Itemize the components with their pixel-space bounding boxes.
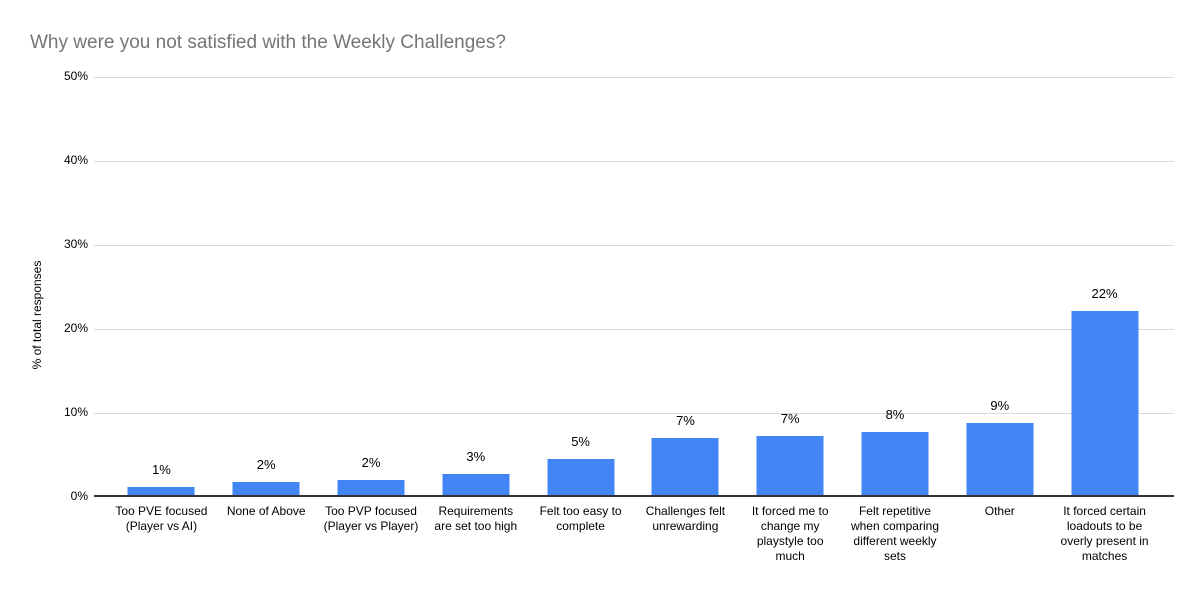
bar-column: 3% <box>423 77 528 495</box>
bar <box>966 422 1034 495</box>
y-tick-label: 40% <box>63 153 88 167</box>
gridline <box>94 413 1174 414</box>
bar-column: 22% <box>1052 77 1157 495</box>
y-axis-title: % of total responses <box>30 260 44 370</box>
bar <box>442 474 510 495</box>
y-tick-label: 30% <box>63 237 88 251</box>
bar <box>337 479 405 495</box>
bar-value-label: 9% <box>990 397 1010 413</box>
gridline <box>94 77 1174 78</box>
bar-value-label: 2% <box>256 456 276 472</box>
y-tick-label: 20% <box>63 321 88 335</box>
x-axis-category-label: Felt too easy to complete <box>539 504 622 533</box>
bar-column: 9% <box>947 77 1052 495</box>
bar-column: 8% <box>843 77 948 495</box>
bars-layer: 1% 2% 2% 3% 5% 7% 7% 8% 9% 22% <box>109 77 1157 495</box>
bar <box>547 458 615 495</box>
plot-area: 1% 2% 2% 3% 5% 7% 7% 8% 9% 22% <box>94 77 1174 497</box>
x-axis-category-label: Too PVP focused (Player vs Player) <box>323 504 419 533</box>
bar-value-label: 22% <box>1091 286 1118 302</box>
x-axis-category-label: Too PVE focused (Player vs AI) <box>115 504 208 533</box>
y-tick-label: 0% <box>70 489 88 503</box>
bar-column: 7% <box>738 77 843 495</box>
x-axis-labels: Too PVE focused (Player vs AI) None of Ab… <box>109 504 1157 564</box>
bar <box>127 487 195 495</box>
y-tick-label: 50% <box>63 69 88 83</box>
bar <box>232 481 300 495</box>
gridline <box>94 161 1174 162</box>
y-tick-label: 10% <box>63 405 88 419</box>
x-axis-line <box>94 495 1174 497</box>
x-axis-category-label: Challenges felt unrewarding <box>645 504 726 533</box>
bar <box>861 432 929 495</box>
bar-column: 2% <box>214 77 319 495</box>
x-axis-category-label: Felt repetitive when comparing different… <box>850 504 939 563</box>
bar-value-label: 8% <box>885 407 905 422</box>
gridline <box>94 245 1174 246</box>
bar-value-label: 2% <box>361 454 381 470</box>
x-axis-category-label: It forced me to change my playstyle too … <box>751 504 829 563</box>
bar <box>756 436 824 495</box>
chart-title: Why were you not satisfied with the Week… <box>30 32 506 53</box>
bar-value-label: 5% <box>571 433 590 449</box>
bar-column: 2% <box>319 77 424 495</box>
x-axis-category-label: None of Above <box>226 504 306 518</box>
bar-value-label: 7% <box>780 411 800 427</box>
x-axis-category-label: Requirements are set too high <box>434 504 518 533</box>
bar <box>1071 311 1139 495</box>
bar-value-label: 3% <box>466 449 486 464</box>
bar <box>651 437 719 495</box>
bar-column: 7% <box>633 77 738 495</box>
bar-column: 1% <box>109 77 214 495</box>
x-axis-category-label: It forced certain loadouts to be overly … <box>1060 504 1149 563</box>
bar-value-label: 7% <box>675 412 695 428</box>
bar-column: 5% <box>528 77 633 495</box>
bar-value-label: 1% <box>152 462 171 478</box>
x-axis-category-label: Other <box>984 504 1015 518</box>
gridline <box>94 329 1174 330</box>
